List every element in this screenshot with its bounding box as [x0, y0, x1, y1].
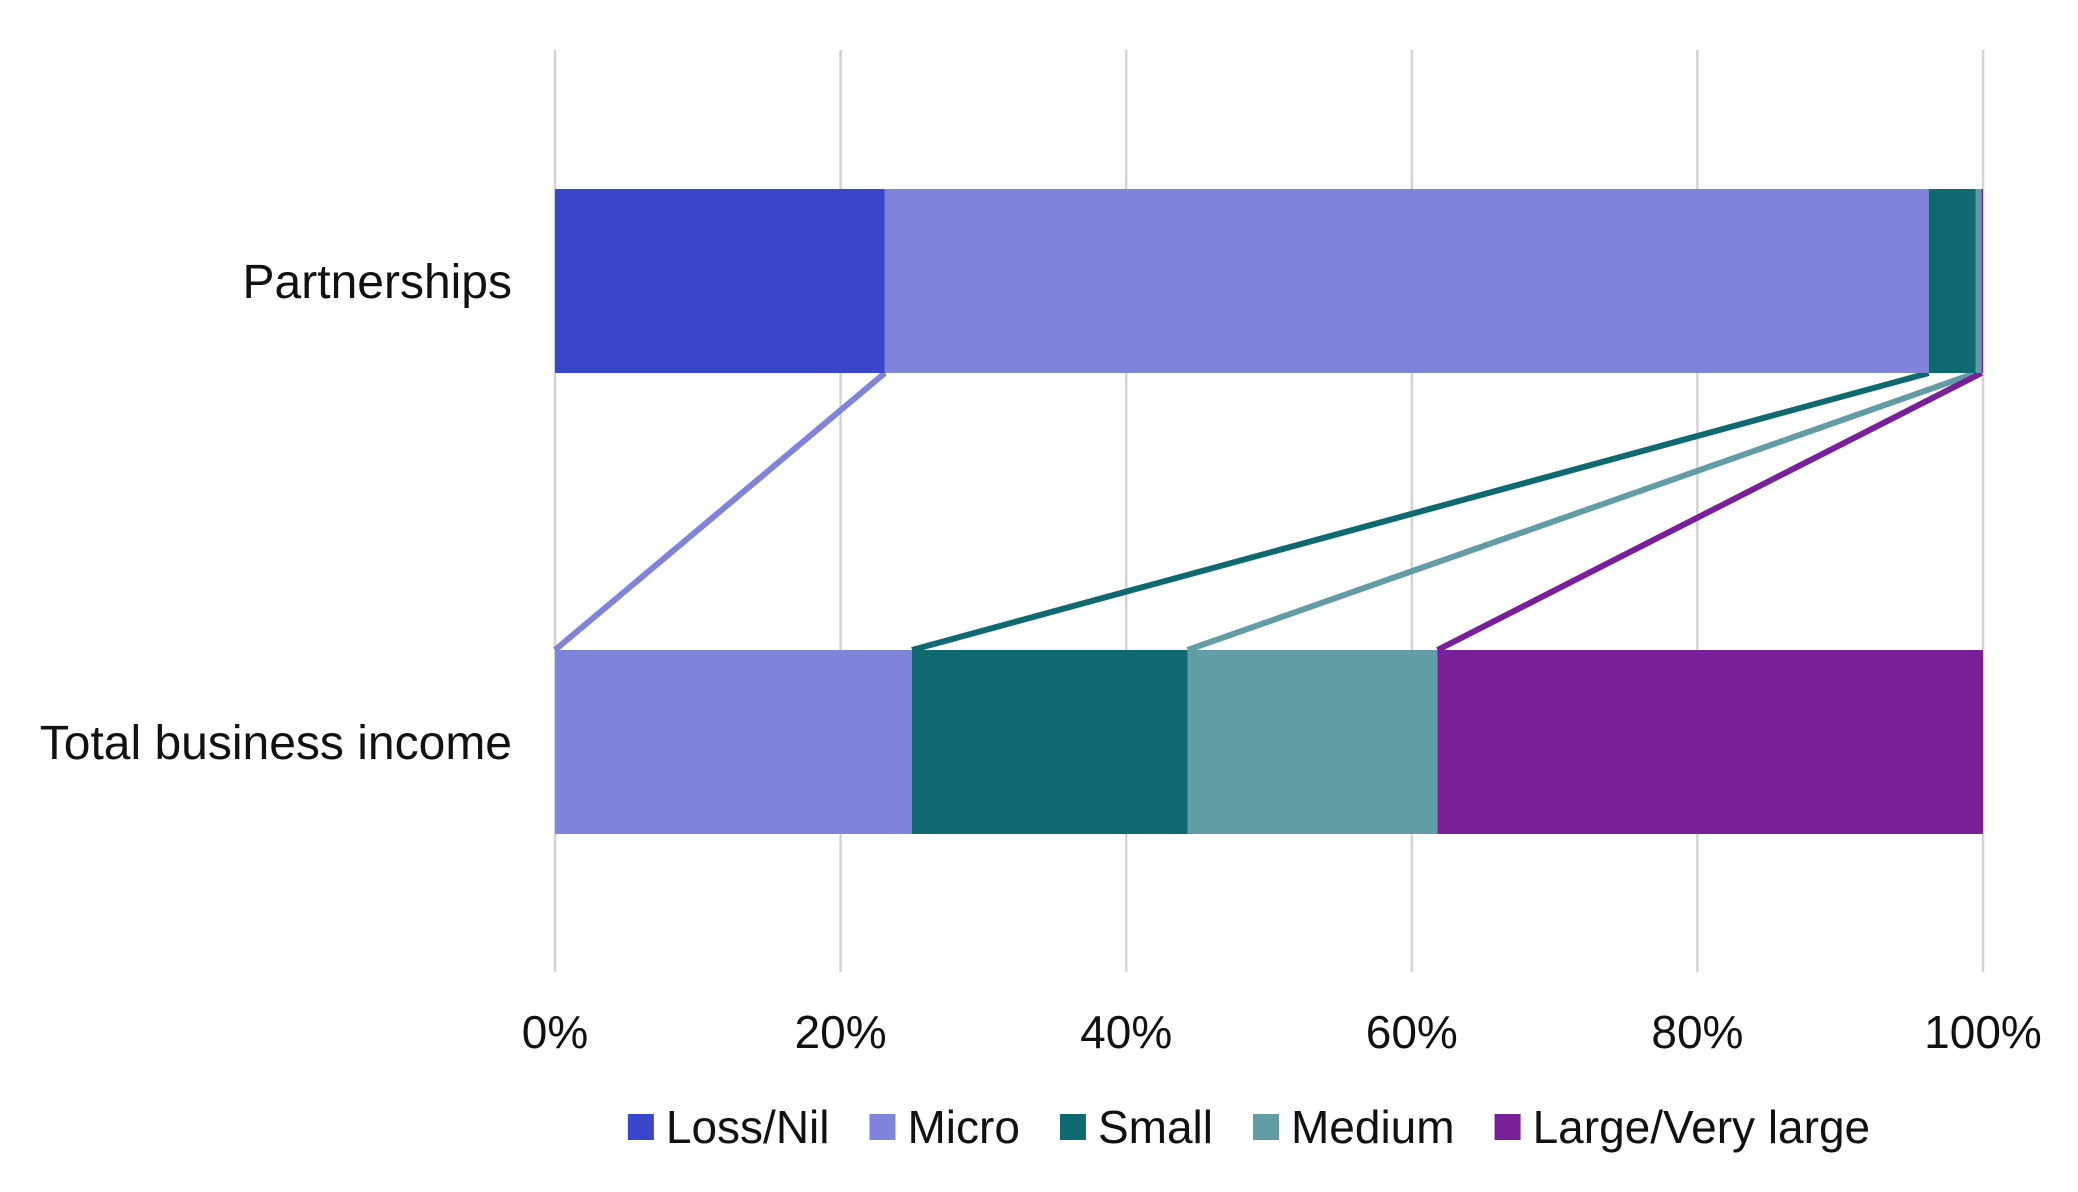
- legend-swatch-medium: [1252, 1114, 1279, 1140]
- legend-item-small: Small: [1059, 1101, 1213, 1153]
- x-tick-label-80: 80%: [1651, 1006, 1743, 1058]
- bar-segment-partnerships-large-very-large: [1981, 189, 1983, 373]
- legend-swatch-micro: [869, 1114, 896, 1140]
- connector-line-small: [911, 370, 1930, 653]
- bar-segment-partnerships-loss-nil: [555, 189, 885, 373]
- x-tick-label-100: 100%: [1924, 1006, 2042, 1058]
- bar-segment-total-business-income-small: [912, 650, 1188, 834]
- x-tick-label-20: 20%: [795, 1006, 887, 1058]
- legend-swatch-loss-nil: [627, 1114, 654, 1140]
- legend-item-loss-nil: Loss/Nil: [627, 1101, 830, 1153]
- legend-label-large-very-large: Large/Very large: [1533, 1101, 1871, 1153]
- x-tick-label-0: 0%: [522, 1006, 588, 1058]
- legend: Loss/Nil Micro Small Medium Large/Very large: [627, 1101, 1871, 1153]
- bar-segment-partnerships-medium: [1975, 189, 1982, 373]
- bar-segment-total-business-income-micro: [555, 650, 912, 834]
- legend-item-micro: Micro: [869, 1101, 1020, 1153]
- legend-item-medium: Medium: [1252, 1101, 1455, 1153]
- bars: [555, 189, 1983, 834]
- bar-segment-partnerships-small: [1928, 189, 1976, 373]
- connector-line-micro: [553, 370, 887, 653]
- x-tick-label-40: 40%: [1080, 1006, 1172, 1058]
- legend-label-medium: Medium: [1291, 1101, 1455, 1153]
- legend-label-small: Small: [1098, 1101, 1213, 1153]
- category-label-total-business-income: Total business income: [40, 717, 512, 770]
- legend-item-large-very-large: Large/Very large: [1494, 1101, 1871, 1153]
- connector-lines: [553, 370, 1983, 653]
- bar-segment-partnerships-micro: [884, 189, 1929, 373]
- legend-swatch-small: [1059, 1114, 1086, 1140]
- x-axis-tick-labels: 0% 20% 40% 60% 80% 100%: [522, 1006, 2042, 1058]
- connector-line-large-very-large: [1436, 370, 1983, 653]
- category-labels: Partnerships Total business income: [40, 256, 512, 770]
- x-tick-label-60: 60%: [1366, 1006, 1458, 1058]
- category-label-partnerships: Partnerships: [243, 256, 512, 309]
- bar-segment-total-business-income-large-very-large: [1437, 650, 1983, 834]
- legend-swatch-large-very-large: [1494, 1114, 1521, 1140]
- legend-label-loss-nil: Loss/Nil: [666, 1101, 830, 1153]
- bar-segment-total-business-income-medium: [1187, 650, 1438, 834]
- legend-label-micro: Micro: [907, 1101, 1019, 1153]
- connector-line-medium: [1186, 370, 1977, 653]
